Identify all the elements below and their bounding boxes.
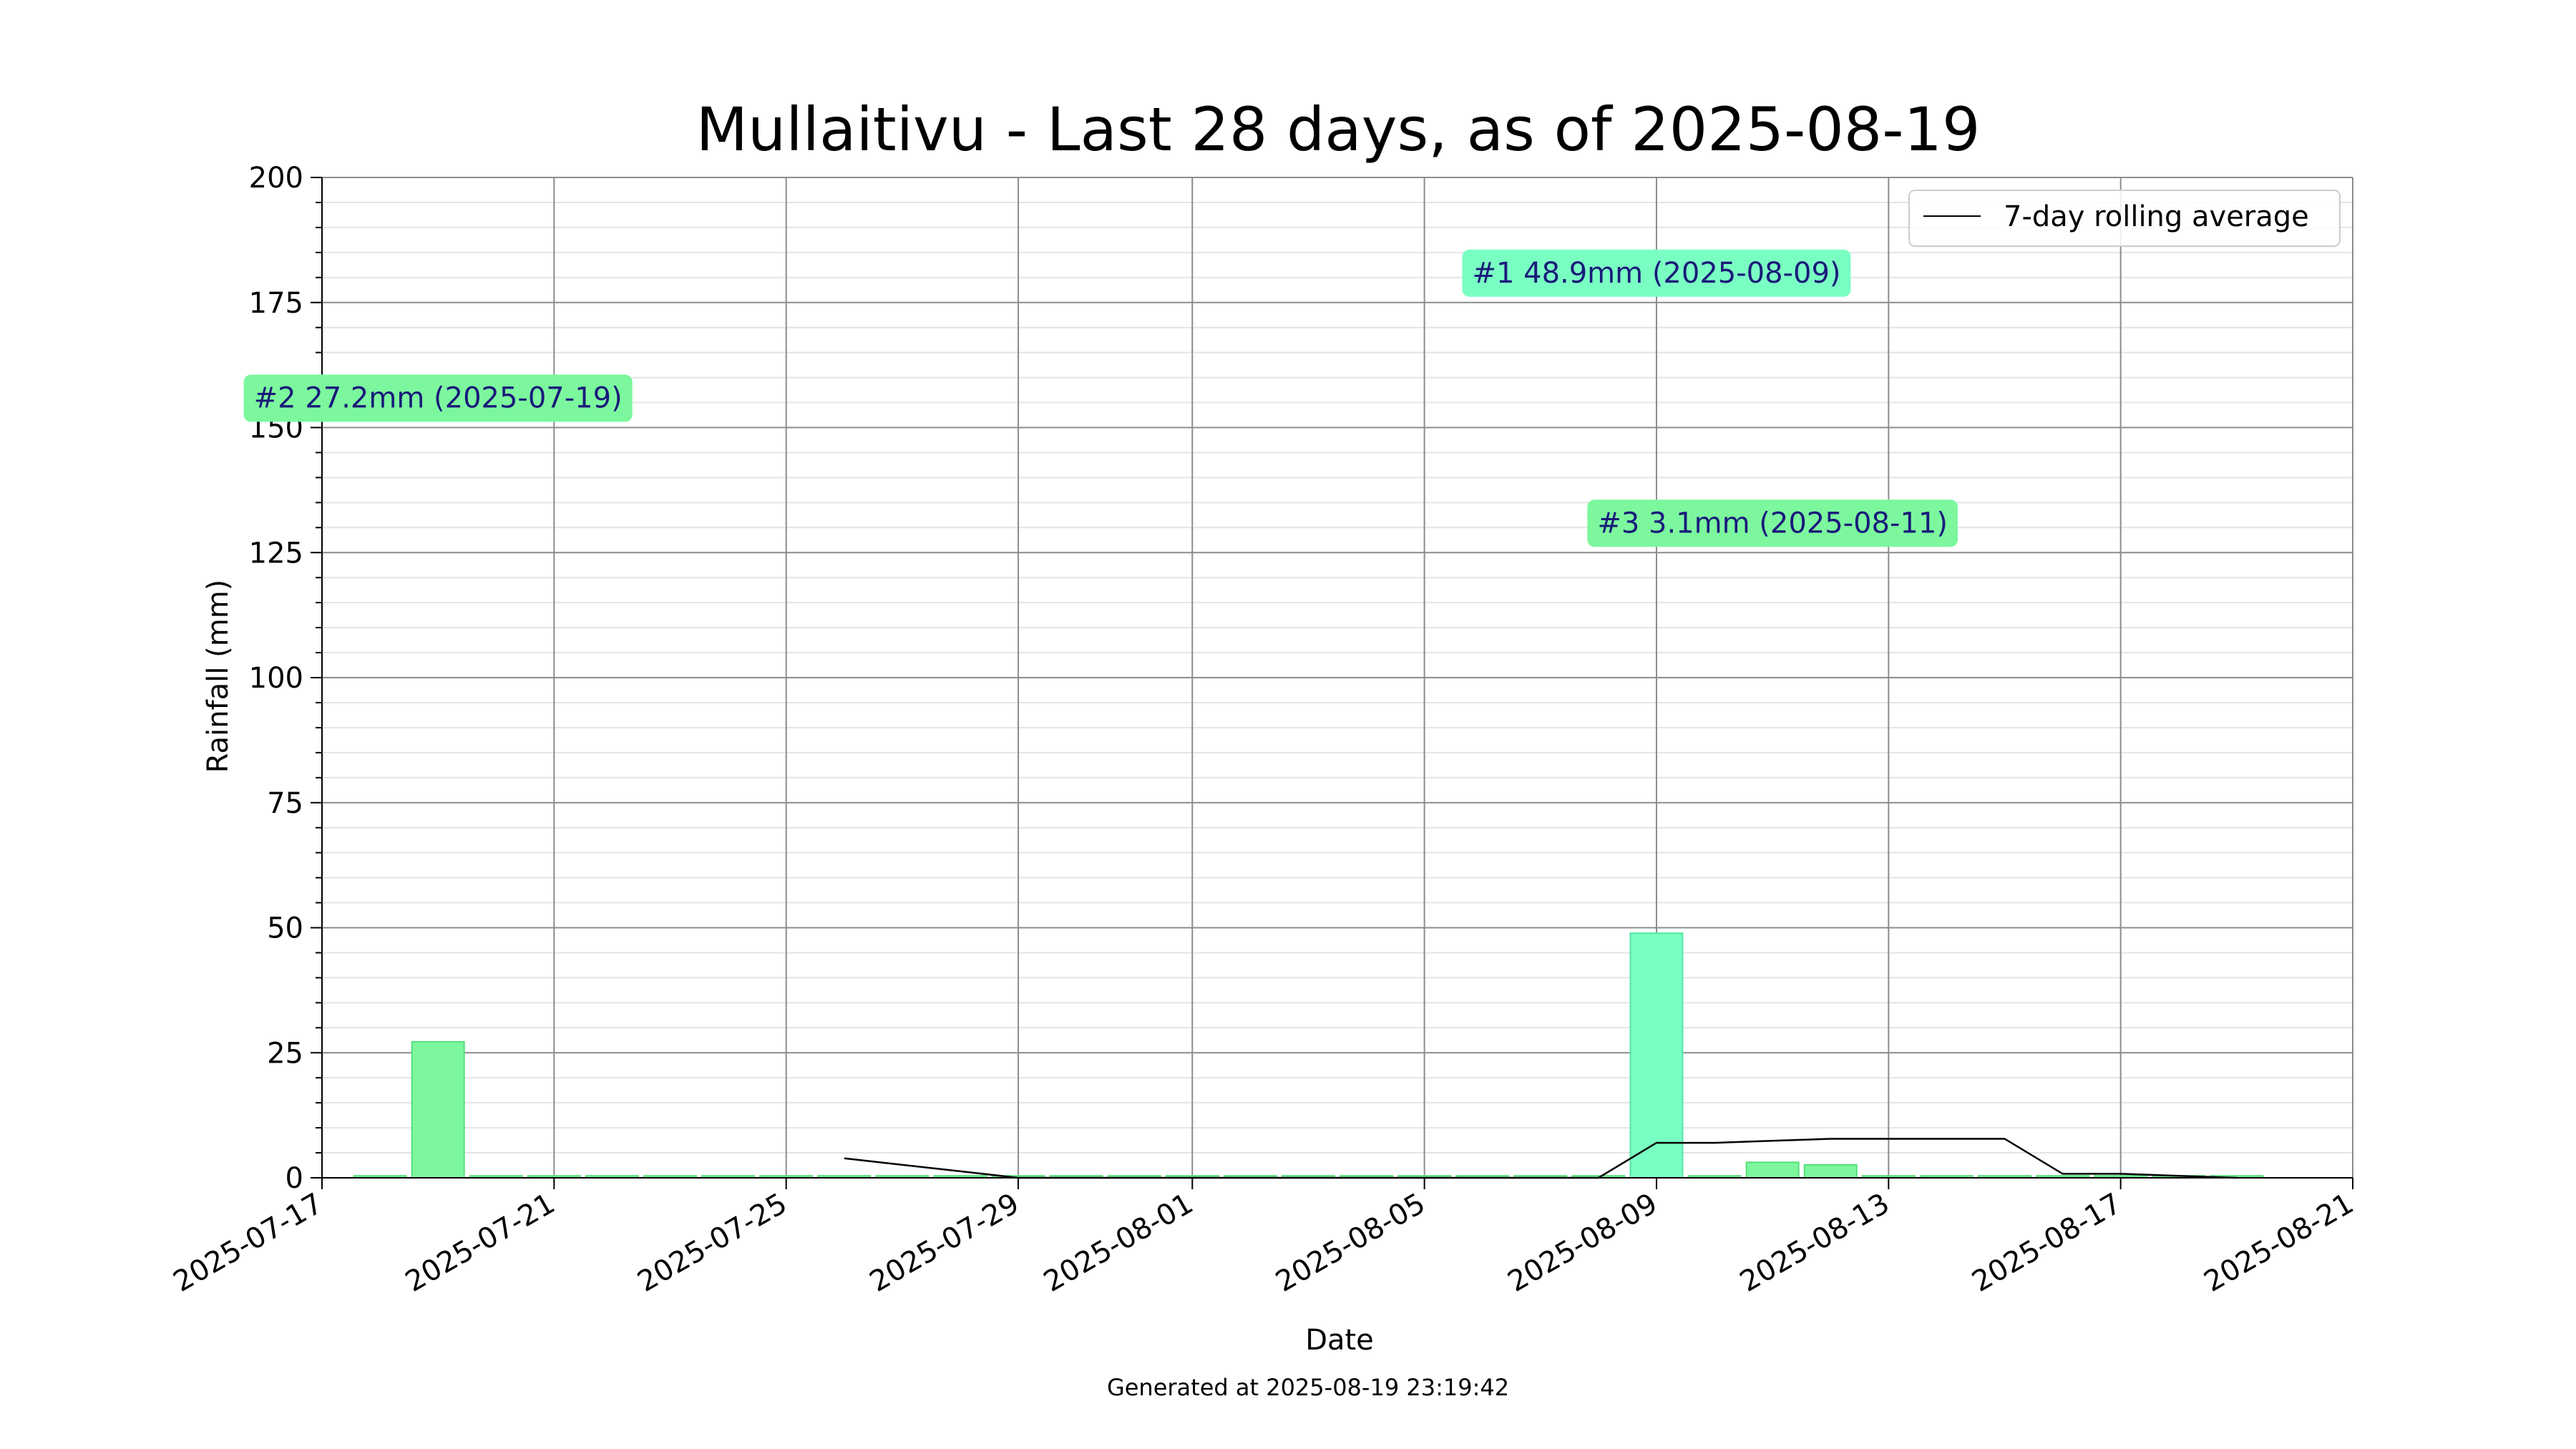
series-line bbox=[844, 1138, 2237, 1179]
y-tick-label: 175 bbox=[249, 287, 303, 320]
y-tick-label: 25 bbox=[267, 1037, 303, 1070]
x-axis-label: Date bbox=[1305, 1324, 1374, 1357]
bar bbox=[411, 1040, 465, 1179]
x-tick-label: 2025-07-21 bbox=[400, 1187, 560, 1299]
bars bbox=[353, 932, 2264, 1179]
annotation-text: #3 3.1mm (2025-08-11) bbox=[1597, 507, 1948, 540]
x-tick-label: 2025-07-25 bbox=[632, 1187, 792, 1299]
y-tick-label: 125 bbox=[249, 537, 303, 570]
annotation-box bbox=[243, 374, 633, 422]
x-tick-label: 2025-08-21 bbox=[2199, 1187, 2359, 1299]
legend-label: 7-day rolling average bbox=[2004, 200, 2309, 233]
minor-gridlines bbox=[322, 201, 2353, 1154]
annotation: #3 3.1mm (2025-08-11) bbox=[1587, 499, 1958, 547]
x-tick-label: 2025-07-29 bbox=[864, 1187, 1025, 1299]
y-tick-label: 200 bbox=[249, 162, 303, 195]
footer-timestamp: Generated at 2025-08-19 23:19:42 bbox=[1107, 1374, 1509, 1401]
bar bbox=[1629, 932, 1684, 1179]
annotation-text: #1 48.9mm (2025-08-09) bbox=[1472, 257, 1840, 290]
bar bbox=[1803, 1163, 1858, 1179]
y-tick-label: 0 bbox=[286, 1162, 303, 1195]
annotation-box bbox=[1462, 249, 1851, 297]
x-tick-label: 2025-08-13 bbox=[1735, 1187, 1895, 1299]
bar bbox=[1745, 1161, 1800, 1179]
annotations: #1 48.9mm (2025-08-09) #2 27.2mm (2025-07… bbox=[243, 249, 1958, 547]
annotation: #2 27.2mm (2025-07-19) bbox=[243, 374, 633, 422]
x-tick-label: 2025-07-17 bbox=[168, 1187, 328, 1299]
annotation-text: #2 27.2mm (2025-07-19) bbox=[254, 382, 623, 415]
y-tick-label: 75 bbox=[267, 787, 303, 820]
legend-box bbox=[1908, 190, 2341, 247]
y-tick-label: 100 bbox=[249, 662, 303, 695]
annotation-box bbox=[1587, 499, 1958, 547]
x-tick-label: 2025-08-17 bbox=[1966, 1187, 2127, 1299]
x-axis-ticks: 2025-07-17 2025-07-21 2025-07-25 2025-07-29… bbox=[168, 1178, 2359, 1299]
rolling-average-line bbox=[844, 1138, 2237, 1179]
annotation: #1 48.9mm (2025-08-09) bbox=[1462, 249, 1851, 297]
chart-title: Mullaitivu - Last 28 days, as of 2025-08… bbox=[696, 94, 1981, 165]
x-tick-label: 2025-08-09 bbox=[1503, 1187, 1663, 1299]
y-axis-label: Rainfall (mm) bbox=[202, 580, 235, 774]
x-tick-label: 2025-08-05 bbox=[1270, 1187, 1430, 1299]
x-tick-label: 2025-08-01 bbox=[1038, 1187, 1199, 1299]
y-tick-label: 50 bbox=[267, 912, 303, 945]
legend: 7-day rolling average bbox=[1908, 190, 2341, 247]
